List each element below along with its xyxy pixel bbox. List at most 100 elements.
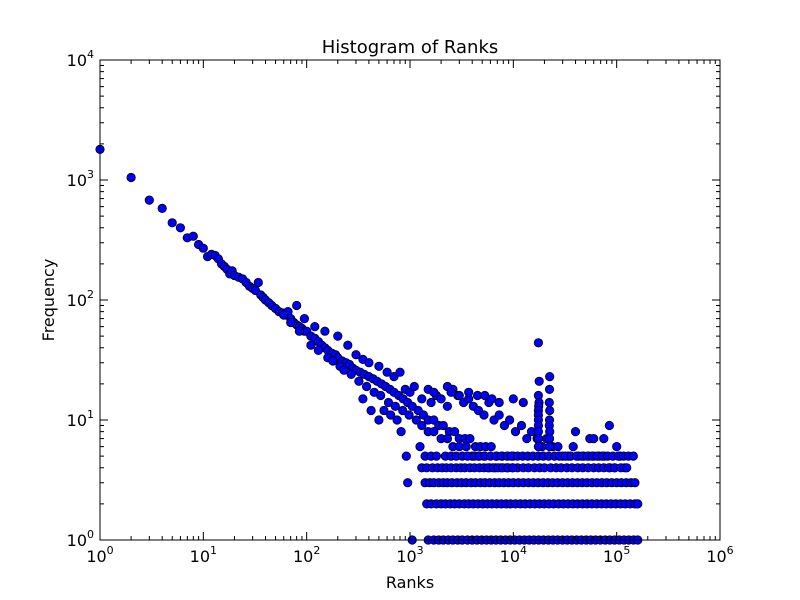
data-point <box>436 394 446 404</box>
data-point <box>328 356 338 366</box>
data-point <box>188 231 198 241</box>
data-point <box>449 426 460 437</box>
data-point <box>386 410 396 420</box>
data-point <box>398 405 408 416</box>
y-tick-label: 103 <box>67 168 94 190</box>
data-point <box>429 426 439 437</box>
data-point <box>294 326 304 336</box>
data-point <box>446 387 456 397</box>
data-point <box>599 433 609 444</box>
data-point <box>382 367 392 377</box>
data-point <box>454 390 464 401</box>
data-point <box>411 415 421 425</box>
x-tick-label: 106 <box>706 544 733 566</box>
data-point <box>612 441 622 452</box>
data-point <box>383 397 394 408</box>
data-point <box>426 397 436 408</box>
x-tick-label: 105 <box>603 544 630 566</box>
x-tick-label: 103 <box>396 544 423 566</box>
data-point <box>376 390 386 401</box>
data-point <box>358 394 368 404</box>
data-point <box>461 441 471 452</box>
y-tick-label: 101 <box>67 408 94 430</box>
data-point <box>292 300 302 311</box>
chart-title: Histogram of Ranks <box>322 37 499 58</box>
data-point <box>568 441 578 452</box>
data-point <box>361 381 372 392</box>
data-point <box>392 415 402 425</box>
data-point <box>351 350 361 360</box>
data-point <box>364 358 374 368</box>
data-point <box>310 321 320 332</box>
data-point <box>499 420 509 431</box>
data-point <box>403 478 413 488</box>
y-axis-label: Frequency <box>39 259 58 342</box>
data-point <box>415 441 425 452</box>
data-point <box>494 397 504 408</box>
data-point <box>198 243 208 253</box>
data-point <box>533 433 544 444</box>
data-point <box>401 451 411 461</box>
data-point <box>354 376 364 386</box>
x-axis-label: Ranks <box>386 573 434 592</box>
x-axis-ticks: 100 101 102 103 104 105 106 <box>86 60 734 566</box>
data-point <box>126 172 136 183</box>
data-point <box>442 401 452 411</box>
data-point <box>628 451 638 461</box>
data-point <box>508 394 518 404</box>
data-point <box>494 410 504 420</box>
data-point <box>279 310 289 320</box>
data-point <box>544 384 555 394</box>
data-point <box>157 203 167 213</box>
data-point <box>429 387 439 397</box>
data-point <box>390 401 400 411</box>
data-point <box>374 415 384 425</box>
data-point <box>545 405 555 416</box>
data-point <box>465 433 475 444</box>
data-point <box>553 441 563 452</box>
data-point <box>395 367 405 377</box>
data-point <box>570 426 581 437</box>
data-point <box>299 313 309 324</box>
data-point <box>417 394 427 404</box>
data-point <box>343 340 353 350</box>
data-point <box>396 426 406 437</box>
data-point <box>313 345 323 355</box>
data-point <box>404 410 414 420</box>
data-point <box>346 369 356 379</box>
data-point <box>286 317 296 328</box>
data-point <box>479 410 489 420</box>
y-tick-label: 104 <box>67 48 94 70</box>
data-point <box>533 338 544 348</box>
data-point <box>374 361 384 371</box>
data-point <box>167 218 177 228</box>
data-point <box>431 451 441 461</box>
y-tick-label: 102 <box>67 288 94 310</box>
x-tick-label: 100 <box>86 544 113 566</box>
y-axis-ticks: 100 101 102 103 104 <box>67 48 720 550</box>
data-point <box>333 331 343 341</box>
data-point <box>604 420 615 431</box>
data-point <box>487 394 497 404</box>
data-point <box>508 463 518 473</box>
data-points <box>95 144 643 545</box>
data-point <box>589 433 599 444</box>
x-tick-label: 104 <box>500 544 527 566</box>
data-point <box>545 371 555 382</box>
data-point <box>442 433 452 444</box>
data-point <box>464 387 474 397</box>
data-point <box>630 478 640 488</box>
data-point <box>253 277 263 288</box>
data-point <box>633 499 643 509</box>
data-point <box>144 195 154 205</box>
data-point <box>545 441 555 452</box>
data-point <box>516 420 527 431</box>
data-point <box>518 397 528 408</box>
data-point <box>417 420 427 431</box>
data-point <box>379 405 389 416</box>
data-point <box>320 326 330 336</box>
y-tick-label: 100 <box>67 528 94 550</box>
data-point <box>438 420 448 431</box>
data-point <box>486 441 496 452</box>
